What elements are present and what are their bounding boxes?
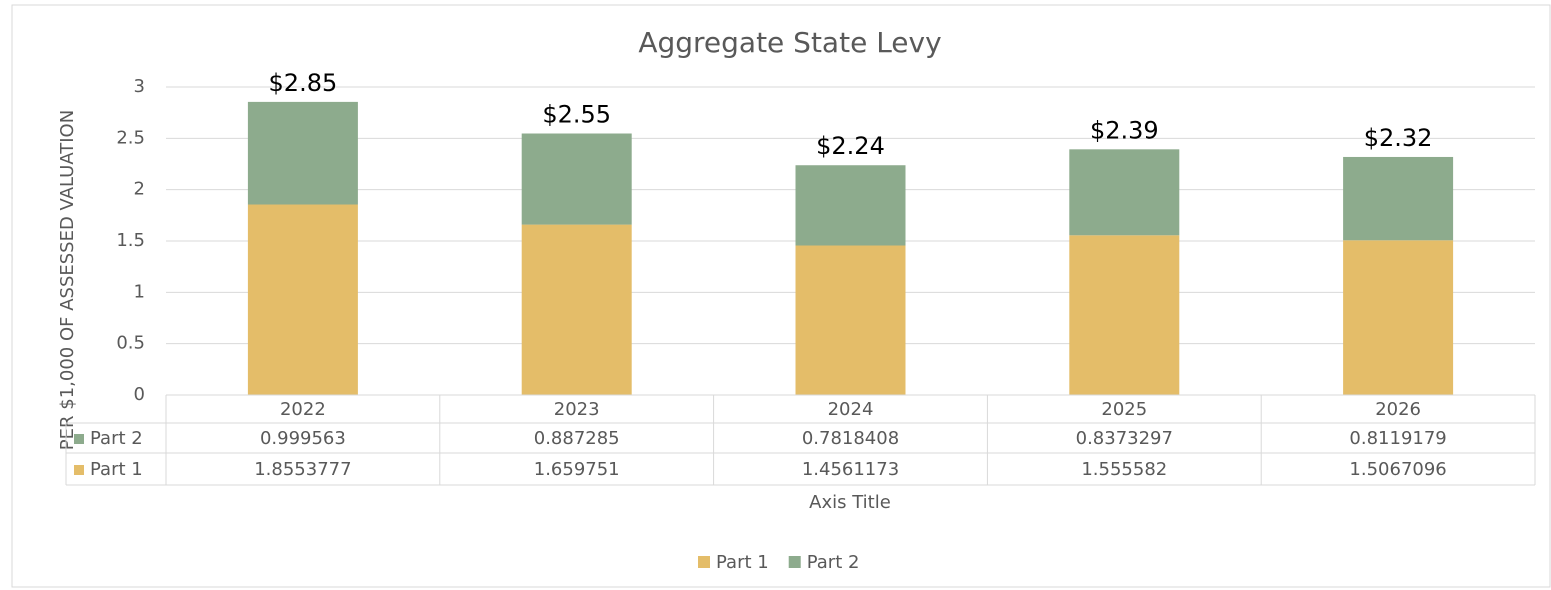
chart-frame	[11, 4, 1551, 588]
total-label: $2.24	[816, 132, 885, 160]
y-tick-label: 0.5	[116, 333, 145, 354]
table-cell: 1.8553777	[254, 459, 351, 480]
x-tick-label: 2026	[1375, 399, 1421, 420]
table-cell: 0.887285	[534, 428, 620, 449]
legend-label: Part 2	[807, 552, 860, 573]
x-tick-label: 2025	[1101, 399, 1147, 420]
bar-segment	[247, 101, 358, 205]
bar-segment	[795, 245, 906, 395]
x-tick-label: 2024	[828, 399, 874, 420]
bar-segment	[1343, 240, 1454, 395]
table-legend-key	[74, 434, 84, 444]
y-tick-label: 0	[134, 384, 145, 405]
bar-segment	[1069, 149, 1180, 236]
table-cell: 0.8373297	[1076, 428, 1173, 449]
legend-key	[698, 556, 710, 568]
table-cell: 0.7818408	[802, 428, 899, 449]
x-tick-label: 2023	[554, 399, 600, 420]
y-tick-label: 1	[134, 281, 145, 302]
y-tick-label: 1.5	[116, 230, 145, 251]
x-axis-title: Axis Title	[809, 492, 891, 513]
table-series-name: Part 2	[90, 428, 143, 449]
table-cell: 1.555582	[1081, 459, 1167, 480]
chart-title: Aggregate State Levy	[638, 26, 941, 59]
total-label: $2.39	[1090, 116, 1159, 144]
table-cell: 1.5067096	[1349, 459, 1446, 480]
table-cell: 1.659751	[534, 459, 620, 480]
total-label: $2.32	[1364, 124, 1433, 152]
x-tick-label: 2022	[280, 399, 326, 420]
bar-segment	[795, 165, 906, 246]
table-series-name: Part 1	[90, 459, 143, 480]
table-cell: 0.999563	[260, 428, 346, 449]
bar-segment	[521, 133, 632, 225]
bar-segment	[1069, 235, 1180, 395]
y-tick-label: 2.5	[116, 127, 145, 148]
y-tick-label: 3	[134, 76, 145, 97]
total-label: $2.85	[269, 69, 338, 97]
bar-segment	[1343, 156, 1454, 241]
legend-key	[788, 556, 801, 568]
legend-label: Part 1	[716, 552, 769, 573]
bar-segment	[521, 224, 632, 395]
y-tick-label: 2	[134, 179, 145, 200]
table-cell: 0.8119179	[1349, 428, 1446, 449]
table-cell: 1.4561173	[802, 459, 899, 480]
bar-segment	[247, 204, 358, 395]
y-axis-title: PER $1,000 OF ASSESSED VALUATION	[57, 110, 78, 450]
table-legend-key	[74, 465, 84, 475]
total-label: $2.55	[542, 101, 611, 129]
